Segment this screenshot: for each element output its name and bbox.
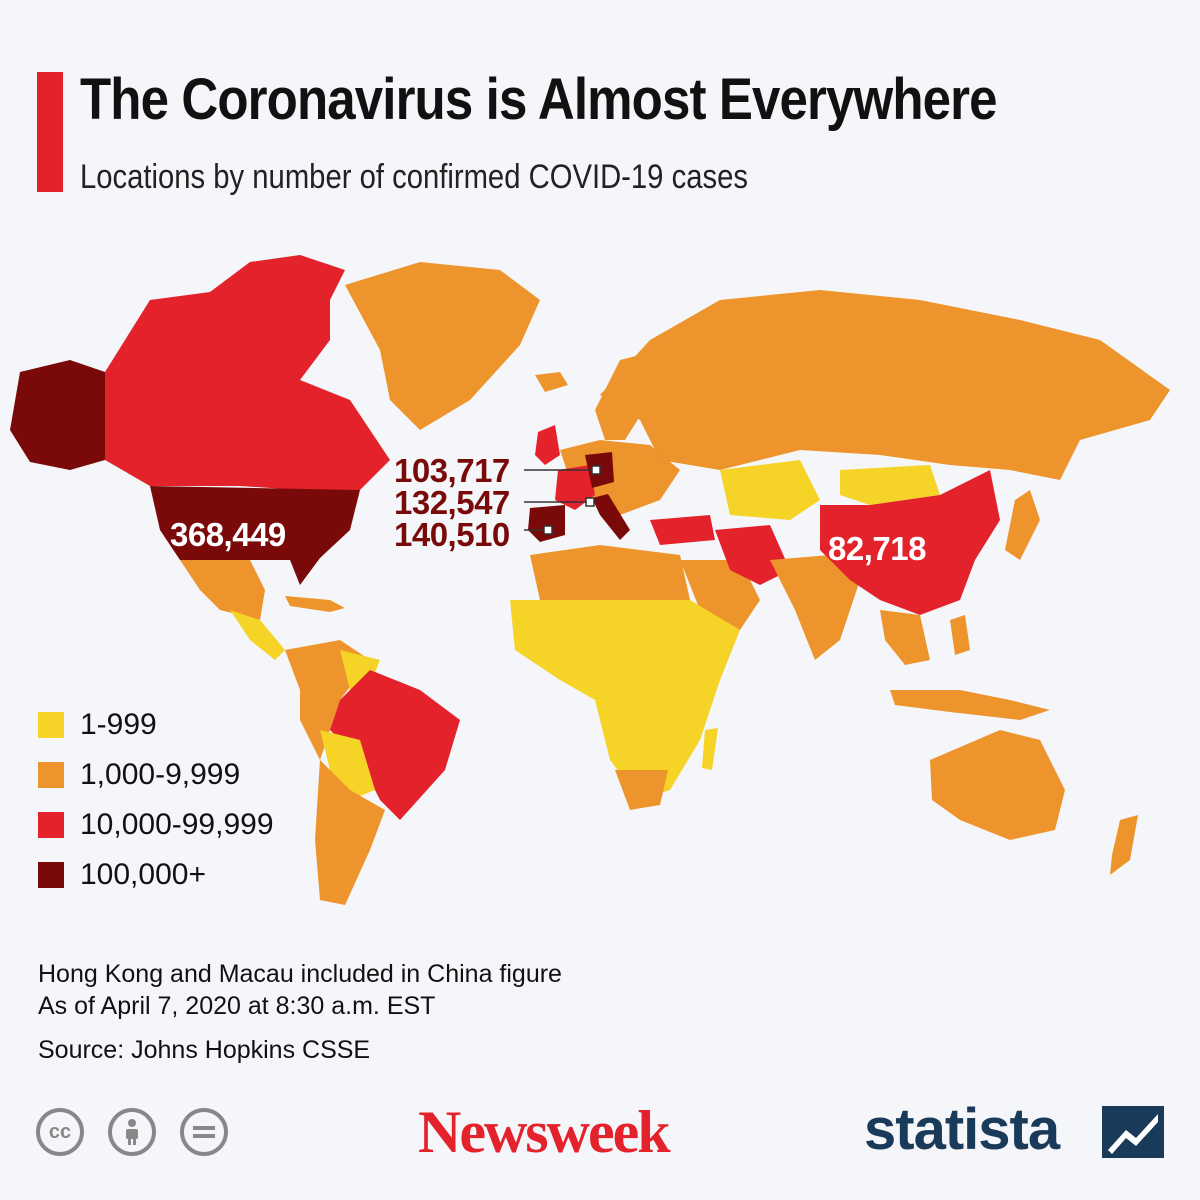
region-russia [600,290,1170,480]
person-icon [126,1119,138,1145]
region-italy [592,494,630,540]
region-india [770,555,860,660]
statista-mark-icon [1102,1106,1164,1158]
creative-commons-icon[interactable]: cc [36,1108,84,1156]
page-subtitle: Locations by number of confirmed COVID-1… [80,158,748,196]
region-china [820,470,1000,615]
no-derivatives-icon[interactable] [180,1108,228,1156]
region-spain [528,505,565,542]
region-southern-cone [315,760,385,905]
legend: 1-999 1,000-9,999 10,000-99,999 100,000+ [38,700,274,900]
region-brazil [330,670,460,820]
legend-swatch [38,712,64,738]
region-new-zealand [1110,815,1138,875]
region-scandinavia [595,350,660,440]
region-australia [930,730,1065,840]
legend-label: 10,000-99,999 [80,808,274,841]
legend-label: 1,000-9,999 [80,758,241,791]
region-south-africa [615,770,668,810]
callout-italy: 132,547 [394,484,510,521]
source-note: Source: Johns Hopkins CSSE [38,1036,371,1064]
equals-icon [193,1126,215,1138]
statista-logo[interactable]: statista [864,1097,1060,1162]
region-france [555,465,595,510]
region-southeast-asia [880,610,930,665]
newsweek-logo[interactable]: Newsweek [418,1099,671,1165]
region-iceland [535,372,568,392]
spain-marker [543,525,553,535]
legend-swatch [38,812,64,838]
note-hong-kong: Hong Kong and Macau included in China fi… [38,960,562,988]
region-greenland [345,262,540,430]
callout-germany: 103,717 [394,452,510,489]
region-uk [535,425,560,465]
legend-item-1000-9999: 1,000-9,999 [38,750,274,800]
legend-item-100000-plus: 100,000+ [38,850,274,900]
legend-swatch [38,862,64,888]
region-turkey [650,515,715,545]
region-north-africa [530,545,690,600]
region-madagascar [702,728,718,770]
region-canada [105,270,390,490]
region-bolivia-paraguay [320,730,375,800]
region-canada-islands [210,255,345,305]
region-mexico [180,560,265,620]
region-central-america [230,610,285,660]
attribution-icon[interactable] [108,1108,156,1156]
legend-label: 100,000+ [80,858,206,891]
callout-spain: 140,510 [394,516,510,553]
license-icons: cc [36,1108,228,1156]
region-philippines [950,615,970,655]
callout-usa: 368,449 [170,516,286,553]
region-central-asia [720,460,820,520]
legend-item-1-999: 1-999 [38,700,274,750]
page-title: The Coronavirus is Almost Everywhere [80,67,998,132]
legend-label: 1-999 [80,708,157,741]
footnotes: Hong Kong and Macau included in China fi… [38,958,562,1022]
region-japan [1005,490,1040,560]
region-arabia [680,560,760,630]
italy-marker [585,497,595,507]
region-africa [510,600,740,800]
region-iran [715,525,790,585]
germany-marker [591,465,601,475]
region-alaska [10,360,105,470]
region-caribbean [285,596,345,612]
legend-item-10000-99999: 10,000-99,999 [38,800,274,850]
region-indonesia [890,690,1050,720]
region-mongolia [840,465,940,505]
note-date: As of April 7, 2020 at 8:30 a.m. EST [38,992,436,1020]
accent-bar [37,72,63,192]
callout-china: 82,718 [828,530,926,567]
legend-swatch [38,762,64,788]
